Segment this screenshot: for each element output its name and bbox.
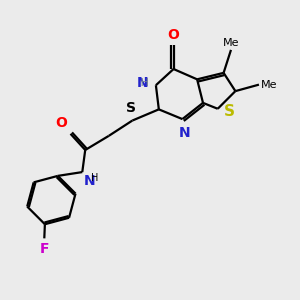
Text: H: H xyxy=(91,173,98,183)
Text: S: S xyxy=(126,101,136,115)
Text: H: H xyxy=(130,78,148,88)
Text: O: O xyxy=(168,28,179,42)
Text: N: N xyxy=(84,174,95,188)
Text: O: O xyxy=(55,116,67,130)
Text: Me: Me xyxy=(261,80,277,90)
Text: S: S xyxy=(224,103,235,118)
Text: N: N xyxy=(179,126,190,140)
Text: Me: Me xyxy=(223,38,239,47)
Text: N: N xyxy=(137,76,148,90)
Text: F: F xyxy=(40,242,49,256)
